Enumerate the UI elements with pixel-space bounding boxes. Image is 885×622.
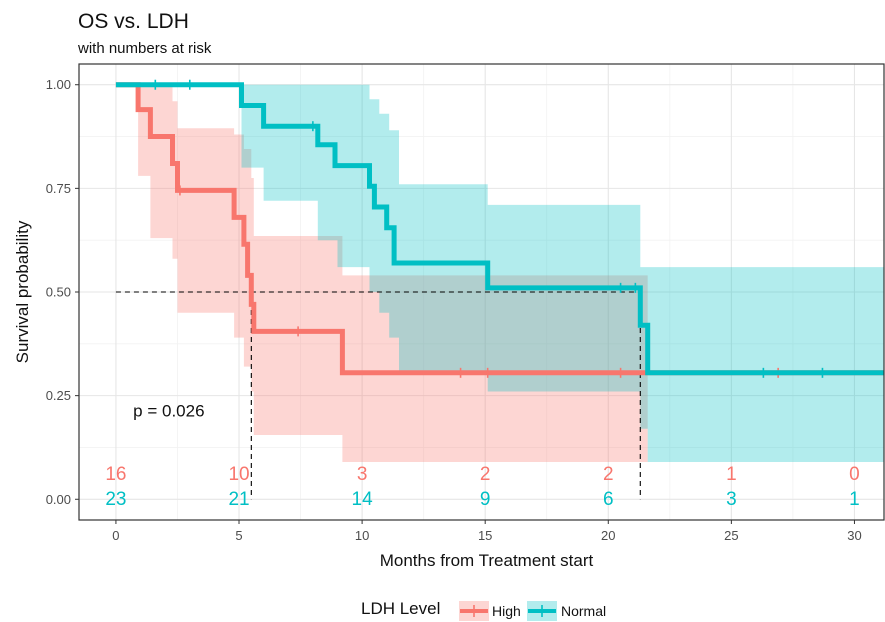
risk-count-high: 2 — [480, 464, 491, 485]
y-tick-label: 0.25 — [46, 388, 71, 403]
x-tick-label: 0 — [112, 528, 119, 543]
legend-label-high: High — [492, 603, 521, 619]
y-tick-label: 0.00 — [46, 492, 71, 507]
risk-count-high: 3 — [357, 464, 368, 485]
legend-title: LDH Level — [361, 599, 440, 618]
risk-count-normal: 3 — [726, 489, 737, 510]
x-tick-label: 10 — [355, 528, 369, 543]
risk-count-high: 10 — [228, 464, 249, 485]
y-tick-label: 0.50 — [46, 285, 71, 300]
legend-key-normal — [527, 601, 557, 621]
y-tick-label: 0.75 — [46, 181, 71, 196]
risk-count-normal: 1 — [849, 489, 860, 510]
risk-count-high: 2 — [603, 464, 614, 485]
risk-count-normal: 6 — [603, 489, 614, 510]
x-tick-label: 30 — [847, 528, 861, 543]
risk-count-normal: 14 — [352, 489, 374, 510]
legend-label-normal: Normal — [561, 603, 606, 619]
x-tick-label: 20 — [601, 528, 615, 543]
risk-count-high: 0 — [849, 464, 860, 485]
y-tick-label: 1.00 — [46, 77, 71, 92]
survival-curve-normal — [115, 82, 884, 376]
p-value-annotation: p = 0.026 — [133, 401, 204, 420]
legend-key-high — [459, 601, 489, 621]
ci-band-normal — [115, 84, 884, 462]
risk-count-normal: 21 — [228, 489, 249, 510]
chart-title: OS vs. LDH — [78, 10, 189, 33]
legend: LDH Level High Normal — [361, 599, 606, 621]
survival-curve-high — [115, 82, 884, 376]
x-tick-label: 5 — [235, 528, 242, 543]
x-axis-title: Months from Treatment start — [380, 551, 594, 570]
chart-subtitle: with numbers at risk — [78, 40, 212, 57]
risk-count-high: 1 — [726, 464, 737, 485]
y-axis-title: Survival probability — [13, 220, 32, 363]
ci-band-high — [115, 84, 648, 462]
risk-count-high: 16 — [105, 464, 126, 485]
x-tick-label: 25 — [724, 528, 738, 543]
x-tick-label: 15 — [478, 528, 492, 543]
risk-count-normal: 23 — [105, 489, 126, 510]
risk-count-normal: 9 — [480, 489, 491, 510]
